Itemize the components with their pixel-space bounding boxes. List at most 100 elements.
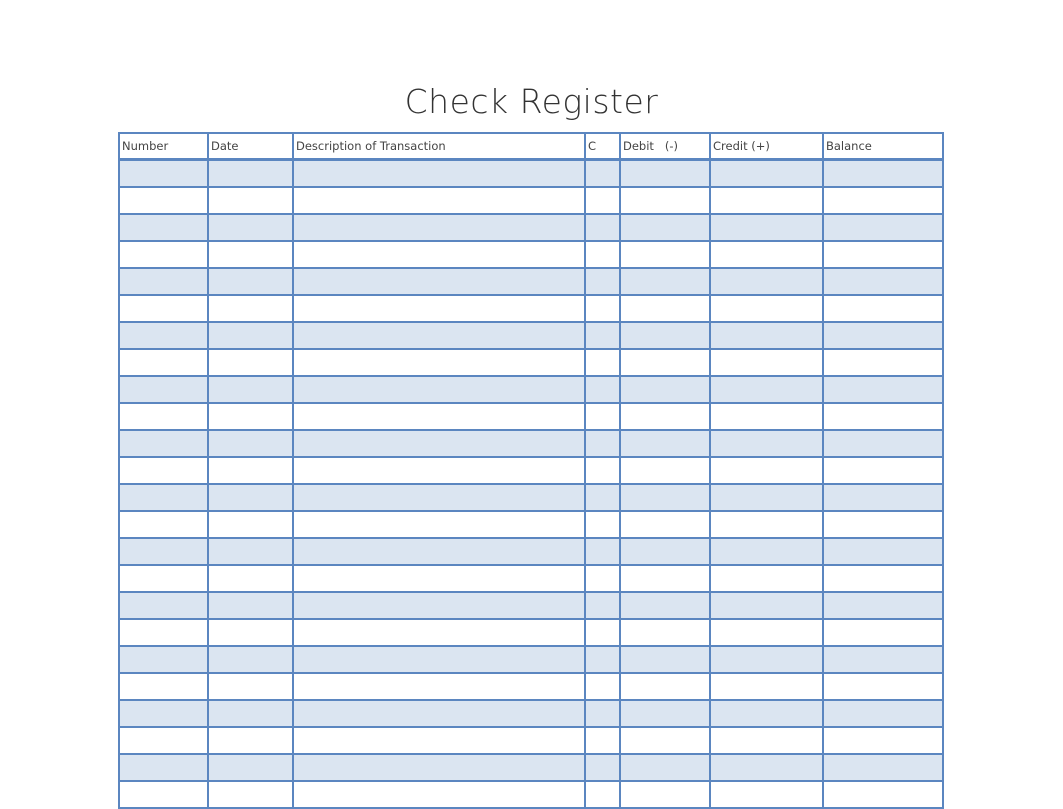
cell-description <box>292 483 586 512</box>
cell-description <box>292 537 586 566</box>
cell-date <box>207 213 294 242</box>
cell-balance <box>822 537 944 566</box>
cell-date <box>207 483 294 512</box>
cell-credit <box>709 483 824 512</box>
cell-number <box>118 158 209 188</box>
cell-debit <box>619 267 711 296</box>
table-row <box>118 537 944 566</box>
header-row: Number Date Description of Transaction C… <box>118 132 944 161</box>
cell-number <box>118 564 209 593</box>
cell-description <box>292 780 586 809</box>
cell-cleared <box>584 591 621 620</box>
cell-number <box>118 672 209 701</box>
cell-date <box>207 699 294 728</box>
cell-date <box>207 726 294 755</box>
cell-description <box>292 294 586 323</box>
cell-number <box>118 699 209 728</box>
cell-date <box>207 267 294 296</box>
cell-number <box>118 267 209 296</box>
cell-number <box>118 483 209 512</box>
cell-date <box>207 321 294 350</box>
cell-debit <box>619 186 711 215</box>
cell-number <box>118 537 209 566</box>
cell-number <box>118 321 209 350</box>
cell-description <box>292 510 586 539</box>
cell-description <box>292 348 586 377</box>
table-row <box>118 402 944 431</box>
cell-credit <box>709 456 824 485</box>
cell-description <box>292 726 586 755</box>
cell-debit <box>619 591 711 620</box>
table-row <box>118 294 944 323</box>
cell-cleared <box>584 645 621 674</box>
cell-balance <box>822 456 944 485</box>
cell-balance <box>822 483 944 512</box>
table-row <box>118 699 944 728</box>
cell-number <box>118 618 209 647</box>
cell-cleared <box>584 672 621 701</box>
cell-debit <box>619 321 711 350</box>
column-header-date: Date <box>207 132 294 161</box>
cell-date <box>207 537 294 566</box>
cell-balance <box>822 294 944 323</box>
cell-debit <box>619 483 711 512</box>
table-row <box>118 618 944 647</box>
cell-debit <box>619 240 711 269</box>
cell-balance <box>822 348 944 377</box>
cell-cleared <box>584 726 621 755</box>
cell-number <box>118 294 209 323</box>
check-register-table: Number Date Description of Transaction C… <box>118 132 944 809</box>
cell-description <box>292 158 586 188</box>
table-row <box>118 672 944 701</box>
cell-date <box>207 780 294 809</box>
cell-number <box>118 213 209 242</box>
cell-debit <box>619 726 711 755</box>
cell-cleared <box>584 537 621 566</box>
cell-balance <box>822 645 944 674</box>
cell-number <box>118 375 209 404</box>
cell-number <box>118 456 209 485</box>
cell-credit <box>709 402 824 431</box>
cell-debit <box>619 375 711 404</box>
table-row <box>118 510 944 539</box>
table-row <box>118 429 944 458</box>
cell-cleared <box>584 618 621 647</box>
page-title: Check Register <box>404 82 659 121</box>
cell-balance <box>822 726 944 755</box>
table-row <box>118 213 944 242</box>
cell-number <box>118 402 209 431</box>
cell-credit <box>709 429 824 458</box>
table-row <box>118 456 944 485</box>
cell-description <box>292 456 586 485</box>
table-row <box>118 186 944 215</box>
cell-balance <box>822 186 944 215</box>
cell-cleared <box>584 510 621 539</box>
cell-description <box>292 564 586 593</box>
cell-number <box>118 186 209 215</box>
cell-credit <box>709 537 824 566</box>
cell-cleared <box>584 402 621 431</box>
cell-cleared <box>584 321 621 350</box>
cell-description <box>292 699 586 728</box>
cell-credit <box>709 348 824 377</box>
table-row <box>118 645 944 674</box>
cell-debit <box>619 429 711 458</box>
table-row <box>118 753 944 782</box>
cell-credit <box>709 645 824 674</box>
cell-credit <box>709 510 824 539</box>
cell-credit <box>709 726 824 755</box>
cell-balance <box>822 753 944 782</box>
column-header-number: Number <box>118 132 209 161</box>
cell-balance <box>822 402 944 431</box>
cell-debit <box>619 537 711 566</box>
cell-debit <box>619 348 711 377</box>
table-row <box>118 321 944 350</box>
cell-balance <box>822 321 944 350</box>
cell-description <box>292 645 586 674</box>
column-header-balance: Balance <box>822 132 944 161</box>
cell-credit <box>709 591 824 620</box>
cell-cleared <box>584 483 621 512</box>
cell-number <box>118 780 209 809</box>
cell-balance <box>822 375 944 404</box>
cell-debit <box>619 294 711 323</box>
